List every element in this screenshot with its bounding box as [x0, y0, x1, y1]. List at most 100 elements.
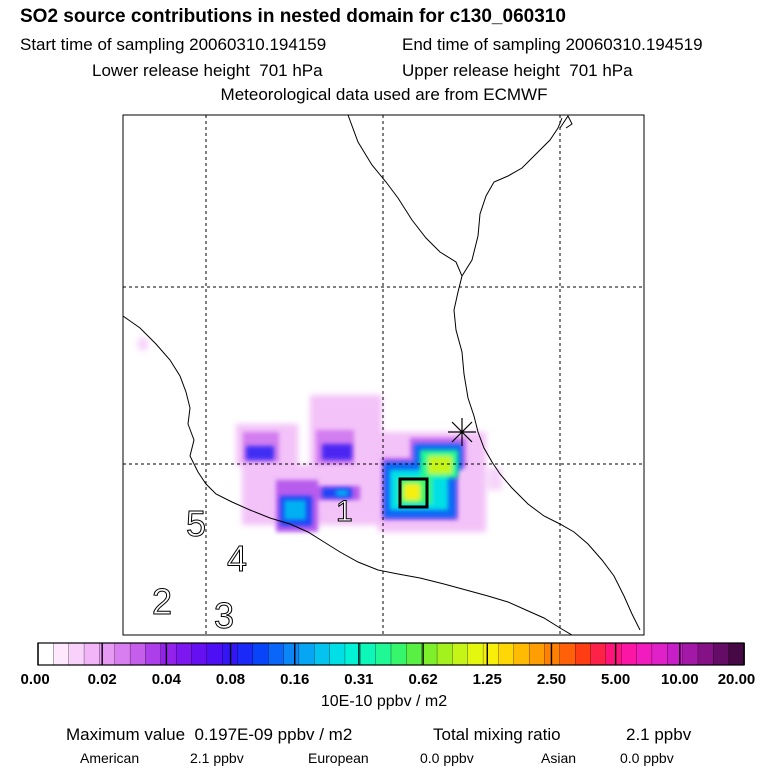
coastline-pacific	[123, 315, 573, 635]
plume-north-blue	[322, 444, 352, 460]
colorbar-swatch	[160, 642, 177, 666]
colorbar-swatch	[206, 642, 223, 666]
colorbar-tick-label: 0.00	[20, 671, 50, 688]
colorbar-swatch	[406, 642, 423, 666]
colorbar-swatch	[544, 642, 561, 666]
colorbar-swatch	[129, 642, 147, 666]
colorbar-swatch	[375, 642, 392, 666]
plume-south-cyan	[284, 500, 306, 520]
colorbar-swatch	[37, 642, 55, 666]
plume-west-blue	[246, 446, 274, 460]
chart-title: SO2 source contributions in nested domai…	[20, 6, 566, 27]
region-marker-2: 2	[152, 581, 172, 622]
colorbar-swatch	[68, 642, 85, 666]
star-marker	[448, 418, 476, 446]
colorbar-tick-label: 0.31	[344, 671, 374, 688]
total-mixing-value: 2.1 ppbv	[626, 725, 692, 744]
coastlines	[123, 115, 641, 635]
colorbar-tick-label: 0.02	[87, 671, 117, 688]
upper-release-label: Upper release height 701 hPa	[402, 61, 633, 80]
colorbar-swatch	[682, 642, 699, 666]
region-value-european: 0.0 ppbv	[420, 750, 474, 766]
lower-release-label: Lower release height 701 hPa	[92, 61, 323, 80]
region-name-american: American	[80, 750, 140, 766]
colorbar-unit-label: 10E-10 ppbv / m2	[320, 693, 448, 710]
colorbar-swatch	[314, 642, 331, 666]
colorbar-tick-label: 20.00	[717, 671, 756, 688]
region-marker-1: 1	[336, 495, 353, 528]
concentration-field	[138, 338, 502, 532]
colorbar-swatch	[191, 642, 208, 666]
region-value-american: 2.1 ppbv	[190, 750, 244, 766]
plume-halo-far-east	[488, 468, 502, 490]
plot-frame	[122, 114, 645, 636]
plume-bridge-cyan	[336, 490, 348, 496]
region-name-european: European	[308, 750, 369, 766]
colorbar-swatch	[605, 642, 622, 666]
colorbar-tick-label: 5.00	[601, 671, 631, 688]
colorbar-swatch	[268, 642, 285, 666]
region-marker-5: 5	[186, 503, 206, 544]
region-marker-3: 3	[214, 595, 234, 636]
start-time-label: Start time of sampling 20060310.194159	[20, 35, 327, 54]
colorbar-swatch	[298, 642, 316, 666]
colorbar-swatch	[636, 642, 653, 666]
colorbar-swatch	[283, 642, 300, 666]
colorbar-tick-label: 0.16	[280, 671, 310, 688]
plume-max-yellow	[404, 484, 420, 500]
colorbar-tick-label: 0.08	[215, 671, 246, 688]
colorbar-swatch	[421, 642, 438, 666]
region-value-asian: 0.0 ppbv	[620, 750, 674, 766]
colorbar-swatch	[114, 642, 131, 666]
colorbar-swatch	[329, 642, 346, 666]
colorbar-tick-label: 10.00	[661, 671, 699, 688]
colorbar-swatch	[175, 642, 193, 666]
colorbar-swatch	[436, 642, 454, 666]
colorbar-swatch	[498, 642, 515, 666]
total-mixing-label: Total mixing ratio	[433, 725, 561, 744]
colorbar-swatch	[452, 642, 469, 666]
plume-speck	[138, 338, 148, 350]
met-data-label: Meteorological data used are from ECMWF	[220, 85, 548, 104]
colorbar-tick-label: 1.25	[472, 671, 502, 688]
colorbar-swatch	[482, 642, 500, 666]
colorbar-swatch	[513, 642, 530, 666]
colorbar-swatch	[390, 642, 408, 666]
colorbar-swatch	[145, 642, 162, 666]
colorbar-swatch	[237, 642, 254, 666]
colorbar-swatch	[467, 642, 484, 666]
colorbar-swatch	[667, 642, 684, 666]
colorbar-swatch	[53, 642, 70, 666]
region-marker-4: 4	[227, 538, 247, 579]
colorbar-swatch	[528, 642, 546, 666]
colorbar-tick-label: 0.04	[151, 671, 181, 688]
colorbar-swatch	[697, 642, 715, 666]
colorbar-swatch	[713, 642, 730, 666]
colorbar-swatch	[559, 642, 576, 666]
colorbar-swatch	[590, 642, 607, 666]
colorbar-tick-label: 2.50	[536, 671, 567, 688]
region-name-asian: Asian	[541, 750, 577, 766]
colorbar-tick-label: 0.62	[408, 671, 438, 688]
lat-lon-grid	[123, 115, 644, 635]
coastline-gulf	[347, 115, 641, 631]
colorbar-major-ticks	[37, 643, 745, 665]
colorbar-swatch	[621, 642, 638, 666]
region-markers: 1 2 3 4 5	[152, 495, 354, 637]
colorbar-swatch	[252, 642, 269, 666]
end-time-label: End time of sampling 20060310.194519	[402, 35, 703, 54]
colorbar-swatch	[83, 642, 101, 666]
colorbar-swatches	[37, 642, 745, 666]
colorbar-swatch	[360, 642, 377, 666]
colorbar-swatch	[728, 642, 745, 666]
colorbar-frame	[37, 642, 745, 666]
max-value-label: Maximum value 0.197E-09 ppbv / m2	[66, 725, 353, 744]
receptor-box	[398, 477, 429, 509]
coastline-islet	[559, 115, 573, 129]
colorbar-swatch	[651, 642, 669, 666]
coastline-peninsula	[461, 117, 563, 277]
colorbar-swatch	[575, 642, 592, 666]
plume-upper-yellow	[428, 456, 452, 474]
